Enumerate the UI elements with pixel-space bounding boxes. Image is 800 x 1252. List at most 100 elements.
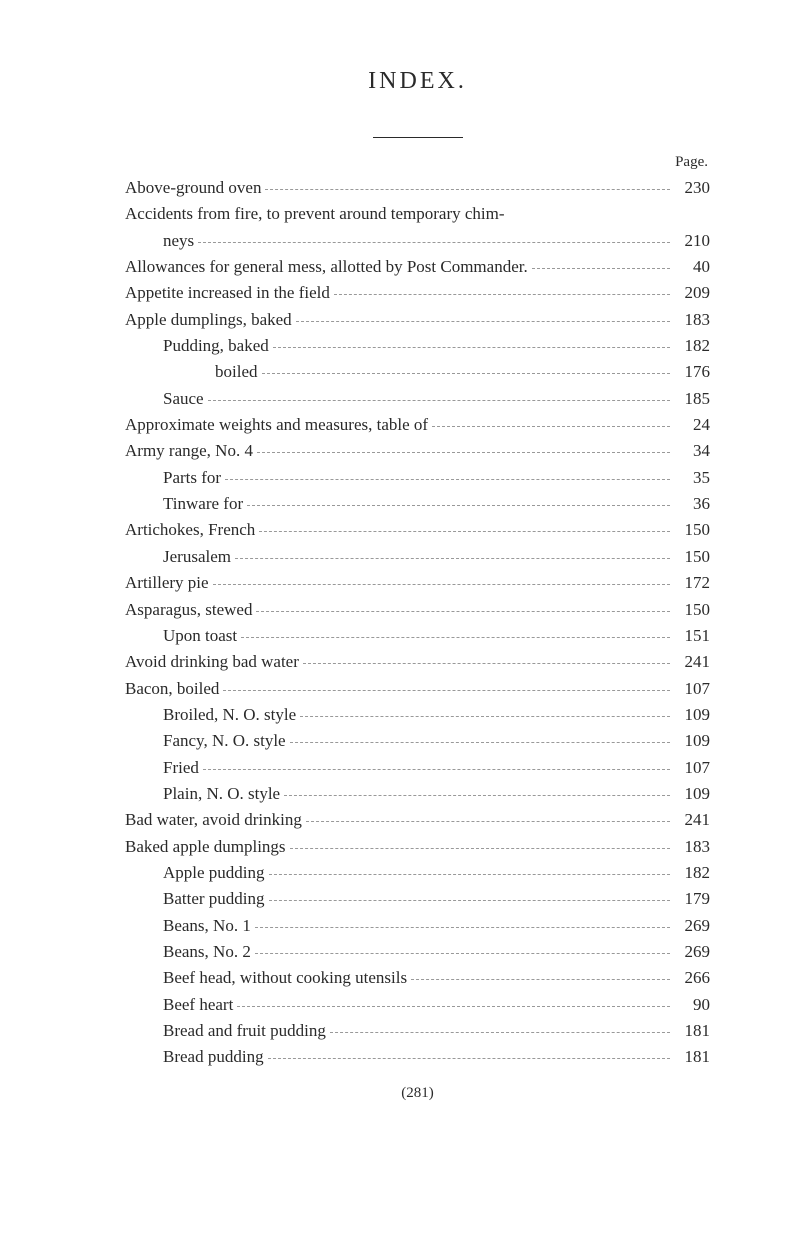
entry-text: Army range, No. 4 <box>125 438 253 464</box>
entry-text: Apple pudding <box>163 860 265 886</box>
entry-page: 34 <box>674 438 710 464</box>
entry-page: 109 <box>674 781 710 807</box>
entry-text: Above-ground oven <box>125 175 261 201</box>
entry-page: 40 <box>674 254 710 280</box>
index-entry: Bacon, boiled 107 <box>125 676 710 702</box>
entry-text: Fancy, N. O. style <box>163 728 286 754</box>
entry-page: 266 <box>674 965 710 991</box>
leader-dots <box>290 848 670 849</box>
leader-dots <box>213 584 670 585</box>
entry-text: Broiled, N. O. style <box>163 702 296 728</box>
index-entry: Appetite increased in the field 209 <box>125 280 710 306</box>
entry-page: 109 <box>674 728 710 754</box>
entry-page: 150 <box>674 544 710 570</box>
entry-text: Avoid drinking bad water <box>125 649 299 675</box>
leader-dots <box>257 452 670 453</box>
index-entry: Parts for35 <box>125 465 710 491</box>
entry-text: Tinware for <box>163 491 243 517</box>
entry-text: Beef heart <box>163 992 233 1018</box>
leader-dots <box>203 769 670 770</box>
index-entry: Accidents from fire, to prevent around t… <box>125 201 710 227</box>
index-entry: Army range, No. 4 34 <box>125 438 710 464</box>
leader-dots <box>432 426 670 427</box>
entry-text: Pudding, baked <box>163 333 269 359</box>
entry-page: 181 <box>674 1044 710 1070</box>
leader-dots <box>269 874 670 875</box>
entry-text: Parts for <box>163 465 221 491</box>
entry-page: 182 <box>674 860 710 886</box>
index-entry: Sauce 185 <box>125 386 710 412</box>
leader-dots <box>269 900 670 901</box>
index-entries: Above-ground oven 230 Accidents from fire,… <box>125 175 710 1071</box>
entry-page: 230 <box>674 175 710 201</box>
index-entry: Artichokes, French 150 <box>125 517 710 543</box>
entry-page: 107 <box>674 676 710 702</box>
index-entry: Bread and fruit pudding181 <box>125 1018 710 1044</box>
entry-text: neys <box>163 228 194 254</box>
page-column-label: Page. <box>125 154 710 171</box>
entry-page: 150 <box>674 517 710 543</box>
leader-dots <box>265 189 670 190</box>
entry-page: 151 <box>674 623 710 649</box>
entry-page: 185 <box>674 386 710 412</box>
index-entry: Fancy, N. O. style 109 <box>125 728 710 754</box>
entry-text: Plain, N. O. style <box>163 781 280 807</box>
index-entry: Batter pudding179 <box>125 886 710 912</box>
leader-dots <box>306 821 670 822</box>
title-underline <box>373 137 463 138</box>
leader-dots <box>262 373 671 374</box>
entry-page: 176 <box>674 359 710 385</box>
leader-dots <box>411 979 670 980</box>
entry-page: 182 <box>674 333 710 359</box>
index-entry: Pudding, baked 182 <box>125 333 710 359</box>
leader-dots <box>237 1006 670 1007</box>
index-entry: Above-ground oven 230 <box>125 175 710 201</box>
index-entry: Broiled, N. O. style109 <box>125 702 710 728</box>
entry-page: 36 <box>674 491 710 517</box>
entry-page: 150 <box>674 597 710 623</box>
index-entry: Plain, N. O. style 109 <box>125 781 710 807</box>
index-entry: Beans, No. 1 269 <box>125 913 710 939</box>
index-entry: Beef head, without cooking utensils266 <box>125 965 710 991</box>
entry-text: Appetite increased in the field <box>125 280 330 306</box>
leader-dots <box>241 637 670 638</box>
entry-text: Bread and fruit pudding <box>163 1018 326 1044</box>
entry-text: Accidents from fire, to prevent around t… <box>125 201 505 227</box>
entry-text: Sauce <box>163 386 204 412</box>
entry-page: 209 <box>674 280 710 306</box>
index-title: INDEX. <box>125 68 710 95</box>
index-entry: Apple dumplings, baked183 <box>125 307 710 333</box>
index-entry: Bad water, avoid drinking241 <box>125 807 710 833</box>
index-entry: Baked apple dumplings183 <box>125 834 710 860</box>
index-entry: Jerusalem150 <box>125 544 710 570</box>
leader-dots <box>208 400 670 401</box>
entry-page: 107 <box>674 755 710 781</box>
entry-text: Approximate weights and measures, table … <box>125 412 428 438</box>
entry-text: Baked apple dumplings <box>125 834 286 860</box>
entry-page: 269 <box>674 939 710 965</box>
entry-text: Upon toast <box>163 623 237 649</box>
entry-text: Bread pudding <box>163 1044 264 1070</box>
entry-text: Beans, No. 1 <box>163 913 251 939</box>
entry-text: Fried <box>163 755 199 781</box>
index-entry: Artillery pie172 <box>125 570 710 596</box>
entry-text: boiled <box>215 359 258 385</box>
leader-dots <box>334 294 670 295</box>
index-entry: Allowances for general mess, allotted by… <box>125 254 710 280</box>
entry-page: 179 <box>674 886 710 912</box>
leader-dots <box>273 347 670 348</box>
leader-dots <box>259 531 670 532</box>
leader-dots <box>255 953 670 954</box>
leader-dots <box>303 663 670 664</box>
index-entry: Asparagus, stewed150 <box>125 597 710 623</box>
entry-page: 241 <box>674 807 710 833</box>
leader-dots <box>284 795 670 796</box>
entry-page: 269 <box>674 913 710 939</box>
leader-dots <box>300 716 670 717</box>
entry-text: Artichokes, French <box>125 517 255 543</box>
leader-dots <box>296 321 670 322</box>
entry-text: Bacon, boiled <box>125 676 219 702</box>
leader-dots <box>223 690 670 691</box>
entry-page: 241 <box>674 649 710 675</box>
index-entry: Fried 107 <box>125 755 710 781</box>
